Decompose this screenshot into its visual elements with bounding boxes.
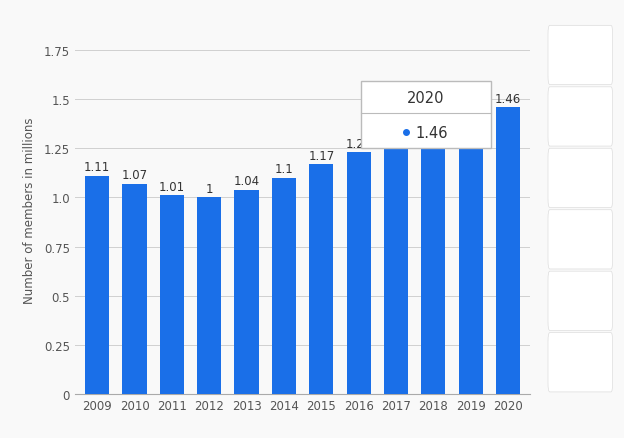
Text: 1.46: 1.46 [495, 92, 521, 106]
Text: 1.1: 1.1 [275, 163, 293, 176]
Text: 1.23: 1.23 [346, 138, 372, 151]
Text: 1.11: 1.11 [84, 161, 110, 174]
Text: 1.4: 1.4 [461, 104, 480, 117]
Text: 1.17: 1.17 [308, 149, 334, 162]
Text: 1.46: 1.46 [416, 125, 448, 141]
Text: 1: 1 [205, 183, 213, 196]
Bar [459, 120, 483, 394]
FancyBboxPatch shape [548, 149, 613, 208]
Bar [421, 127, 446, 394]
Bar [235, 190, 259, 394]
FancyBboxPatch shape [548, 333, 613, 392]
Bar [346, 153, 371, 394]
FancyBboxPatch shape [548, 88, 613, 147]
Bar [160, 196, 184, 394]
Text: 1.36: 1.36 [420, 112, 446, 125]
Bar [122, 184, 147, 394]
FancyBboxPatch shape [361, 82, 491, 149]
FancyBboxPatch shape [548, 26, 613, 85]
Text: 1.04: 1.04 [233, 175, 260, 188]
Bar [272, 178, 296, 394]
Text: 1.01: 1.01 [159, 181, 185, 194]
FancyBboxPatch shape [548, 272, 613, 331]
Bar [384, 137, 408, 394]
FancyBboxPatch shape [548, 210, 613, 269]
Bar [85, 177, 109, 394]
Text: 2020: 2020 [407, 91, 445, 106]
Text: 1.31: 1.31 [383, 122, 409, 135]
Y-axis label: Number of members in millions: Number of members in millions [22, 117, 36, 303]
Bar [197, 198, 222, 394]
Text: 1.07: 1.07 [122, 169, 148, 182]
Bar [496, 108, 520, 394]
Bar [309, 165, 333, 394]
